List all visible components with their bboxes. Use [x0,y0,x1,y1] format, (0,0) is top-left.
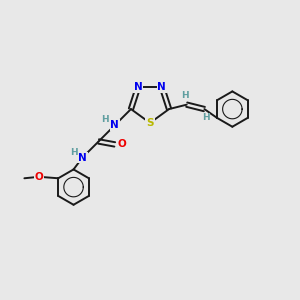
Text: N: N [158,82,166,92]
Text: O: O [118,140,127,149]
Text: H: H [202,113,210,122]
Text: S: S [146,118,154,128]
Text: N: N [134,82,142,92]
Text: O: O [35,172,44,182]
Text: N: N [110,120,119,130]
Text: N: N [78,153,87,163]
Text: H: H [101,116,109,124]
Text: H: H [182,91,189,100]
Text: H: H [70,148,77,157]
